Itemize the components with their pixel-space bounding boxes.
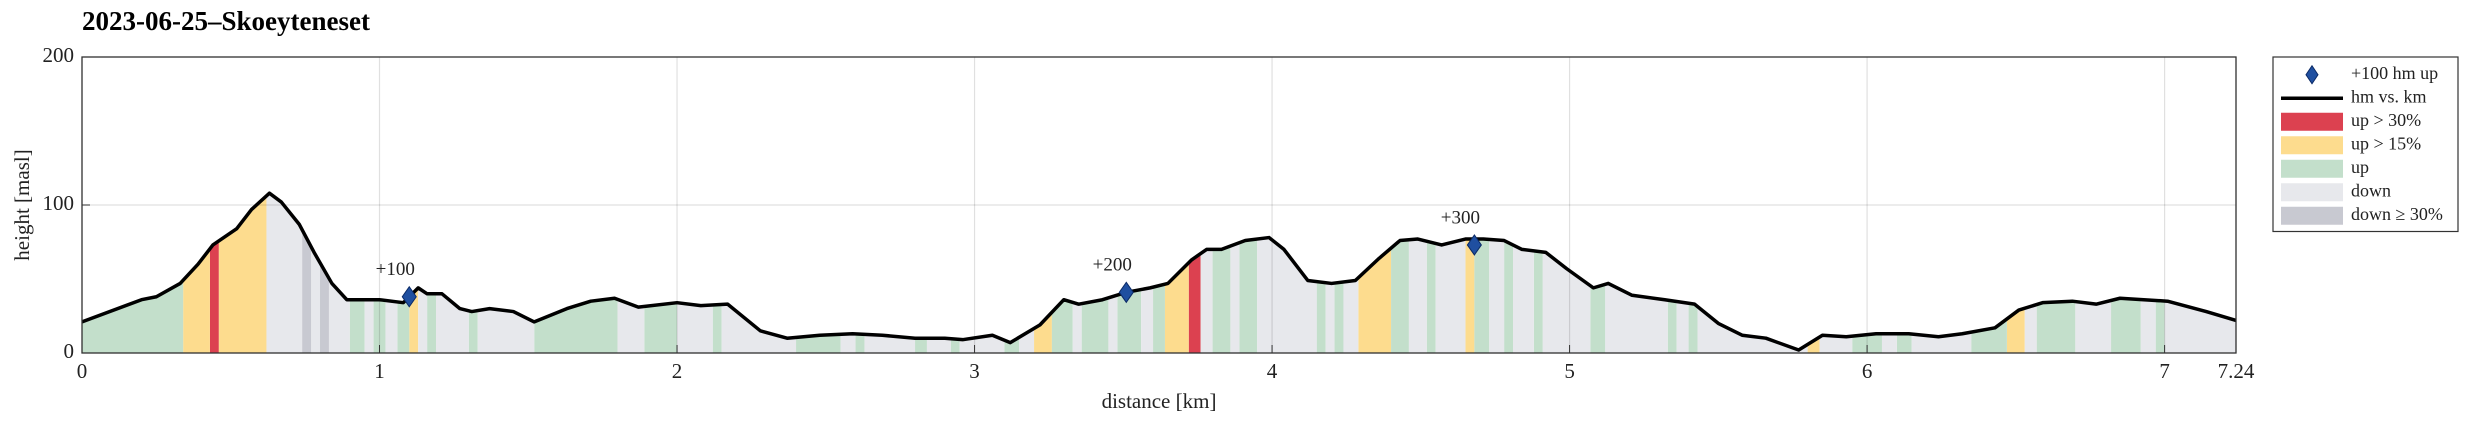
- slope-area: [311, 193, 321, 353]
- legend-label: hm vs. km: [2351, 86, 2427, 106]
- legend-swatch: [2281, 159, 2343, 178]
- slope-area: [1200, 193, 1213, 353]
- legend-label: up > 30%: [2351, 110, 2421, 130]
- x-tick-label: 6: [1862, 359, 1873, 383]
- slope-area: [1188, 193, 1201, 353]
- legend-label: up: [2351, 157, 2369, 177]
- y-tick-label: 0: [64, 339, 75, 363]
- marker: [1466, 234, 1482, 256]
- legend-label: +100 hm up: [2351, 63, 2438, 83]
- legend: +100 hm up hm vs. km up > 30% up > 15% up dow…: [2272, 56, 2459, 233]
- slope-area: [1230, 193, 1240, 353]
- x-tick-label: 7: [2159, 359, 2170, 383]
- x-tick-label: 5: [1564, 359, 1575, 383]
- x-tick-label: 3: [969, 359, 980, 383]
- x-tick-label: 0: [77, 359, 88, 383]
- legend-swatch: [2281, 112, 2343, 131]
- y-axis-label: height [masl]: [10, 149, 34, 260]
- slope-area: [1533, 193, 1543, 353]
- legend-label: down ≥ 30%: [2351, 204, 2443, 224]
- legend-label: down: [2351, 180, 2391, 200]
- legend-marker: [2305, 64, 2319, 85]
- slope-area: [209, 193, 219, 353]
- marker-label: +300: [1441, 207, 1480, 228]
- legend-swatch: [2281, 136, 2343, 155]
- y-tick-label: 100: [43, 191, 75, 215]
- x-tick-label: 1: [374, 359, 385, 383]
- marker: [1118, 281, 1134, 304]
- legend-label: up > 15%: [2351, 133, 2421, 153]
- marker: [401, 285, 417, 308]
- x-tick-label: 2: [672, 359, 683, 383]
- slope-area: [1426, 193, 1436, 353]
- x-tick-label: 7.24: [2218, 359, 2255, 383]
- slope-area: [1504, 193, 1514, 353]
- x-axis-label: distance [km]: [1102, 389, 1217, 413]
- legend-swatch: [2281, 183, 2343, 202]
- x-tick-label: 4: [1267, 359, 1278, 383]
- slope-area: [302, 193, 312, 353]
- marker-label: +200: [1093, 255, 1132, 276]
- slope-area: [1465, 193, 1475, 353]
- chart-title: 2023-06-25–Skoeyteneset: [82, 6, 370, 36]
- legend-swatch: [2281, 206, 2343, 225]
- y-tick-label: 200: [43, 43, 75, 67]
- marker-label: +100: [376, 259, 415, 280]
